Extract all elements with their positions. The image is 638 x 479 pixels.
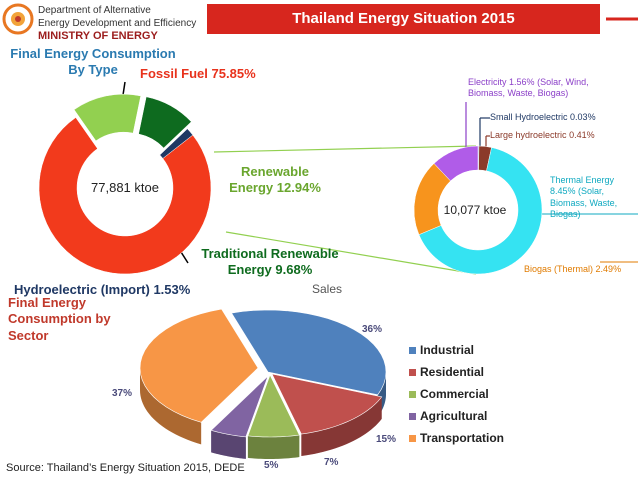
legend-entry: Industrial [420,343,474,358]
slice [210,375,269,438]
chart-title-text: Final Energy Consumption by Sector [8,295,111,343]
slice-side [301,396,382,457]
value-label: 0.03% [570,112,596,122]
slice [138,96,192,149]
value-label-text: 37% [112,388,133,399]
legend-label: Agricultural [420,409,488,423]
note: (Solar, Wind, Biomass, Waste, Biogas) [468,77,589,99]
legend-swatch [409,391,416,398]
title-banner [207,4,600,34]
legend-label: Industrial [420,343,475,357]
value-label: 1.56% [509,77,535,87]
slice [247,374,300,438]
slice-side-shade [211,430,246,459]
slice-side-shade [301,396,382,457]
slice-label: Renewable Energy 12.94% [222,164,328,197]
slice [433,145,479,182]
chart-title: Final Energy Consumption by Sector [8,295,148,344]
value-label-text: 5% [264,460,279,471]
category-label: Small Hydroelectric [490,112,568,122]
slice-side [140,368,202,445]
value-label: 7% [324,457,338,470]
org-line: Department of Alternative [38,5,151,16]
org-line: Energy Development and Efficiency [38,17,197,29]
slice [271,373,383,435]
legend-swatch [409,435,416,442]
slice [139,308,259,423]
legend-entry: Transportation [420,431,504,446]
category-label: Renewable Energy [229,164,309,196]
legend-label: Commercial [420,387,489,401]
value-label: 8.45% [550,186,576,197]
value-label: 5% [264,460,278,473]
slice-label: Electricity 1.56% (Solar, Wind, Biomass,… [468,77,618,100]
annotation-text: Sales [312,282,343,296]
annotation: Sales [312,282,342,297]
slice-side-shade [140,368,202,445]
slice-side [211,430,246,459]
slice-side [247,435,300,459]
value-label: 9.68% [275,262,313,278]
value-label-text: 7% [324,457,339,468]
category-label: Biogas (Thermal) [524,264,594,274]
slice-label: Large hydroelectric 0.41% [490,130,595,141]
category-label: Hydroelectric (Import) [14,282,150,297]
category-label: Large hydroelectric [490,130,567,140]
source: Source: Thailand’s Energy Situation 2015… [6,462,245,474]
legend-entry: Agricultural [420,409,487,424]
slice [38,117,212,275]
note: (Solar, Biomass, Waste, Biogas) [550,186,618,219]
legend-swatch [409,347,416,354]
slice-label: Biogas (Thermal) 2.49% [524,264,621,275]
leader [180,251,189,264]
legend-label: Transportation [420,431,505,445]
chart-title: Final Energy Consumption By Type [4,46,182,79]
connector [213,145,477,153]
legend-entry: Residential [420,365,484,380]
slice-label: Thermal Energy 8.45% (Solar, Biomass, Wa… [550,175,628,220]
slice-label: Small Hydroelectric 0.03% [490,112,596,123]
category-label: Fossil Fuel [140,66,208,81]
legend-label: Residential [420,365,485,379]
category-label: Electricity [468,77,507,87]
slice-side-shade [247,435,300,459]
chart-title-text: Final Energy Consumption By Type [10,46,176,78]
org-name: Department of Alternative Energy Developm… [38,5,196,30]
slice-label: Traditional Renewable Energy 9.68% [200,246,340,279]
value-label-text: 15% [376,434,397,445]
center-label: 10,077 ktoe [444,203,507,217]
value-label: 36% [362,324,382,337]
value-label: 15% [376,434,396,447]
value-label: 37% [112,388,132,401]
legend-entry: Commercial [420,387,489,402]
slice-label: Fossil Fuel 75.85% [140,66,256,82]
center-label: 77,881 ktoe [91,180,159,195]
ministry: MINISTRY OF ENERGY [38,30,158,42]
category-label: Traditional Renewable Energy [201,246,339,278]
value-label: 2.49% [595,264,622,274]
slice [159,128,194,159]
legend-swatch [409,369,416,376]
category-label: Thermal Energy [550,175,615,185]
value-label: 12.94% [276,180,321,196]
slice [73,93,142,142]
value-label-text: 36% [362,324,383,335]
value-label: 1.53% [153,282,191,297]
legend-swatch [409,413,416,420]
logo [2,3,34,35]
slice [418,147,543,275]
value-label: 75.85% [211,66,256,81]
page-title: Thailand Energy Situation 2015 [292,10,515,27]
connector [225,231,477,275]
value-label: 0.41% [569,130,595,140]
slice-label: Hydroelectric (Import) 1.53% [14,282,190,298]
slice [231,309,387,396]
